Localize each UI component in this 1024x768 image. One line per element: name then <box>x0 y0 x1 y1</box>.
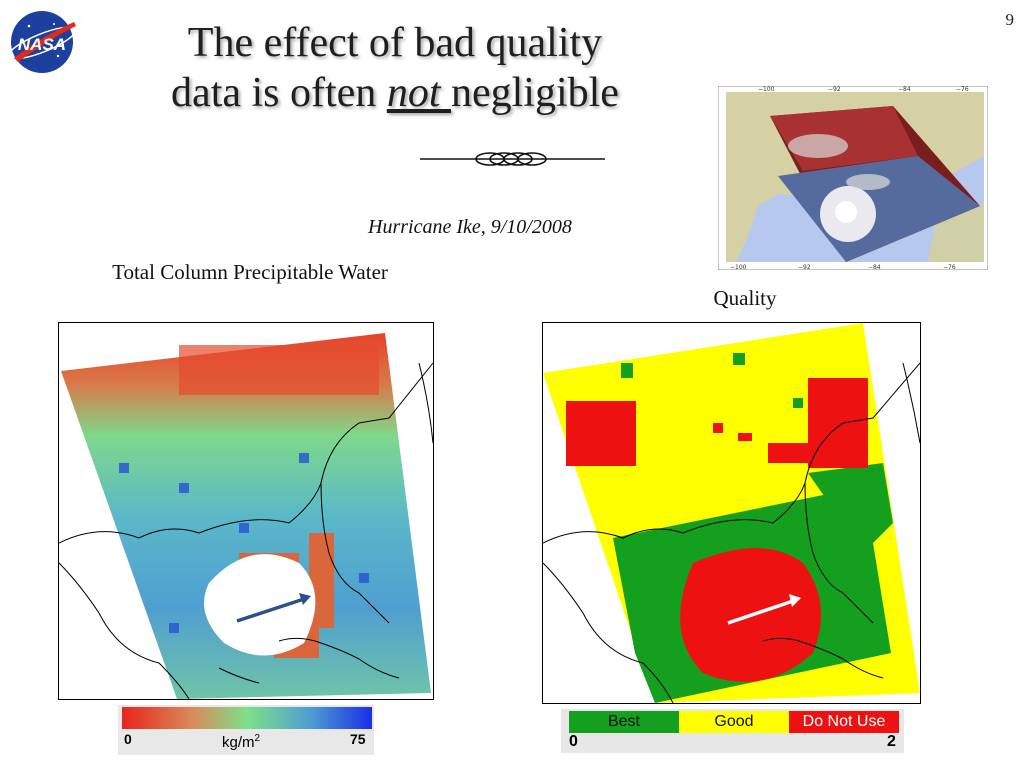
page-number: 9 <box>1005 10 1015 29</box>
inset-satellite-map: −100 −92 −84 −76 −100 −92 −84 −76 <box>717 85 989 271</box>
nasa-logo: NASA <box>4 6 80 76</box>
inset-tick: −84 <box>868 264 881 270</box>
title-suffix: negligible <box>450 70 619 116</box>
colorbar-max: 75 <box>350 731 366 747</box>
slide-title: The effect of bad quality data is often … <box>100 18 690 118</box>
nasa-logo-text: NASA <box>18 35 66 54</box>
inset-tick: −92 <box>798 264 811 270</box>
title-emphasis: not <box>386 70 451 116</box>
quality-panel-label: Quality <box>713 286 777 310</box>
title-line-2: data is often not negligible <box>100 68 690 118</box>
colorbar-min: 0 <box>124 731 132 747</box>
subtitle: Hurricane Ike, 9/10/2008 <box>368 216 572 238</box>
legend-max: 2 <box>887 733 896 750</box>
tcpw-panel-label: Total Column Precipitable Water <box>112 260 388 284</box>
units-exponent: 2 <box>254 733 261 744</box>
colorbar-units: kg/m2 <box>222 733 260 751</box>
title-line-1: The effect of bad quality <box>187 20 603 66</box>
legend-do-not-use: Do Not Use <box>789 711 899 733</box>
quality-legend: Best Good Do Not Use 0 2 <box>561 709 904 753</box>
inset-tick: −100 <box>730 264 747 270</box>
units-base: kg/m <box>222 734 255 751</box>
title-prefix: data is often <box>171 70 387 116</box>
inset-tick: −76 <box>956 86 969 93</box>
inset-tick: −100 <box>758 86 775 93</box>
tcpw-colorbar: 0 75 kg/m2 <box>118 705 374 755</box>
ornamental-divider <box>420 146 605 172</box>
legend-best: Best <box>569 711 679 733</box>
tcpw-map <box>58 322 434 700</box>
inset-tick: −92 <box>828 86 841 93</box>
quality-map <box>542 322 921 704</box>
legend-min: 0 <box>569 733 578 750</box>
inset-tick: −84 <box>898 86 911 93</box>
inset-tick: −76 <box>943 264 956 270</box>
legend-good: Good <box>679 711 789 733</box>
